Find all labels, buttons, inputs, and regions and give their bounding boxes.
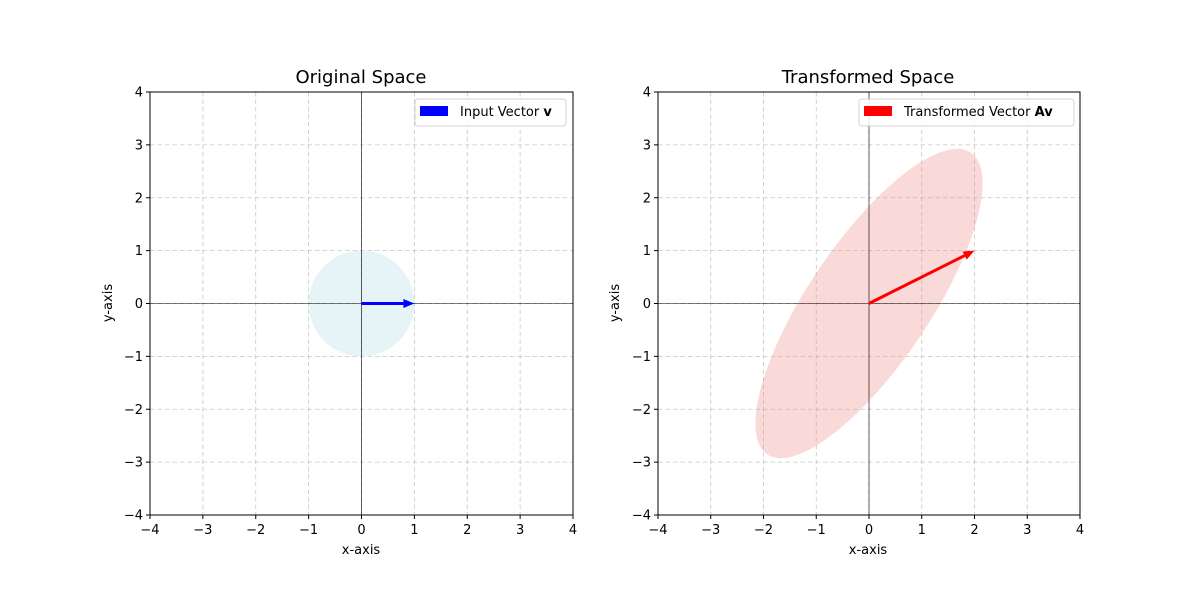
- y-axis-label: y-axis: [101, 284, 116, 322]
- y-tick-label: 3: [135, 138, 143, 153]
- x-tick-label: 4: [569, 523, 577, 538]
- ticks: [654, 91, 1081, 519]
- x-tick-label: −1: [807, 523, 826, 538]
- legend-label-bold: v: [543, 105, 552, 120]
- legend: Input Vector v: [414, 98, 567, 127]
- y-tick-labels: −4 −3 −2 −1 0 1 2 3 4: [124, 86, 143, 524]
- vector-arrowhead: [403, 299, 415, 308]
- y-tick-label: 0: [643, 297, 651, 312]
- legend-box: [414, 98, 567, 127]
- y-tick-label: −1: [124, 350, 143, 365]
- y-tick-label: −2: [632, 403, 651, 418]
- x-axis-label: x-axis: [849, 543, 888, 558]
- x-tick-label: −4: [140, 523, 159, 538]
- chart-title: Transformed Space: [781, 67, 955, 88]
- vector-layer: [868, 250, 975, 305]
- x-tick-label: −4: [648, 523, 667, 538]
- x-tick-label: −2: [246, 523, 265, 538]
- x-tick-label: −3: [193, 523, 212, 538]
- y-tick-label: −1: [632, 350, 651, 365]
- x-tick-label: 2: [970, 523, 978, 538]
- x-tick-labels: −4 −3 −2 −1 0 1 2 3 4: [648, 523, 1084, 538]
- chart-title: Original Space: [295, 67, 426, 88]
- transformed-space-panel: Transformed Space −4 −3 −2 −1 0 1 2 3 4 −4 −3 −2 −1…: [608, 67, 1084, 558]
- y-tick-label: 1: [135, 244, 143, 259]
- y-tick-label: −3: [124, 456, 143, 471]
- original-space-panel: Original Space −4 −3 −2 −1 0 1 2 3 4 −4 −3 −2 −1 0 1 2…: [101, 67, 577, 558]
- x-axis-label: x-axis: [342, 543, 381, 558]
- vector-shaft: [868, 254, 966, 305]
- y-tick-label: 0: [135, 297, 143, 312]
- ticks: [146, 91, 574, 519]
- legend: Transformed Vector Av: [858, 98, 1075, 127]
- x-tick-label: 3: [1023, 523, 1031, 538]
- y-tick-label: −4: [632, 509, 651, 524]
- y-tick-label: −3: [632, 456, 651, 471]
- x-tick-label: 4: [1076, 523, 1084, 538]
- x-tick-label: 0: [865, 523, 873, 538]
- vector-layer: [361, 299, 415, 308]
- y-tick-label: 4: [643, 86, 651, 101]
- legend-swatch: [420, 106, 448, 116]
- x-tick-label: 2: [463, 523, 471, 538]
- y-tick-labels: −4 −3 −2 −1 0 1 2 3 4: [632, 86, 651, 524]
- legend-swatch: [864, 106, 892, 116]
- y-tick-label: 1: [643, 244, 651, 259]
- legend-box: [858, 98, 1075, 127]
- legend-label: Transformed Vector Av: [903, 105, 1053, 120]
- legend-label-text: Input Vector: [460, 105, 543, 120]
- x-tick-label: 1: [410, 523, 418, 538]
- y-tick-label: −2: [124, 403, 143, 418]
- x-tick-label: −2: [754, 523, 773, 538]
- vector-arrowhead: [962, 250, 975, 260]
- y-tick-label: −4: [124, 509, 143, 524]
- x-tick-label: 3: [516, 523, 524, 538]
- x-tick-label: −1: [299, 523, 318, 538]
- y-tick-label: 3: [643, 138, 651, 153]
- y-tick-label: 2: [135, 191, 143, 206]
- y-tick-label: 4: [135, 86, 143, 101]
- x-tick-labels: −4 −3 −2 −1 0 1 2 3 4: [140, 523, 577, 538]
- legend-label-bold: Av: [1035, 105, 1054, 120]
- x-tick-label: −3: [701, 523, 720, 538]
- x-tick-label: 0: [357, 523, 365, 538]
- y-axis-label: y-axis: [608, 284, 623, 322]
- legend-label: Input Vector v: [460, 105, 552, 120]
- y-tick-label: 2: [643, 191, 651, 206]
- x-tick-label: 1: [918, 523, 926, 538]
- legend-label-text: Transformed Vector: [903, 105, 1035, 120]
